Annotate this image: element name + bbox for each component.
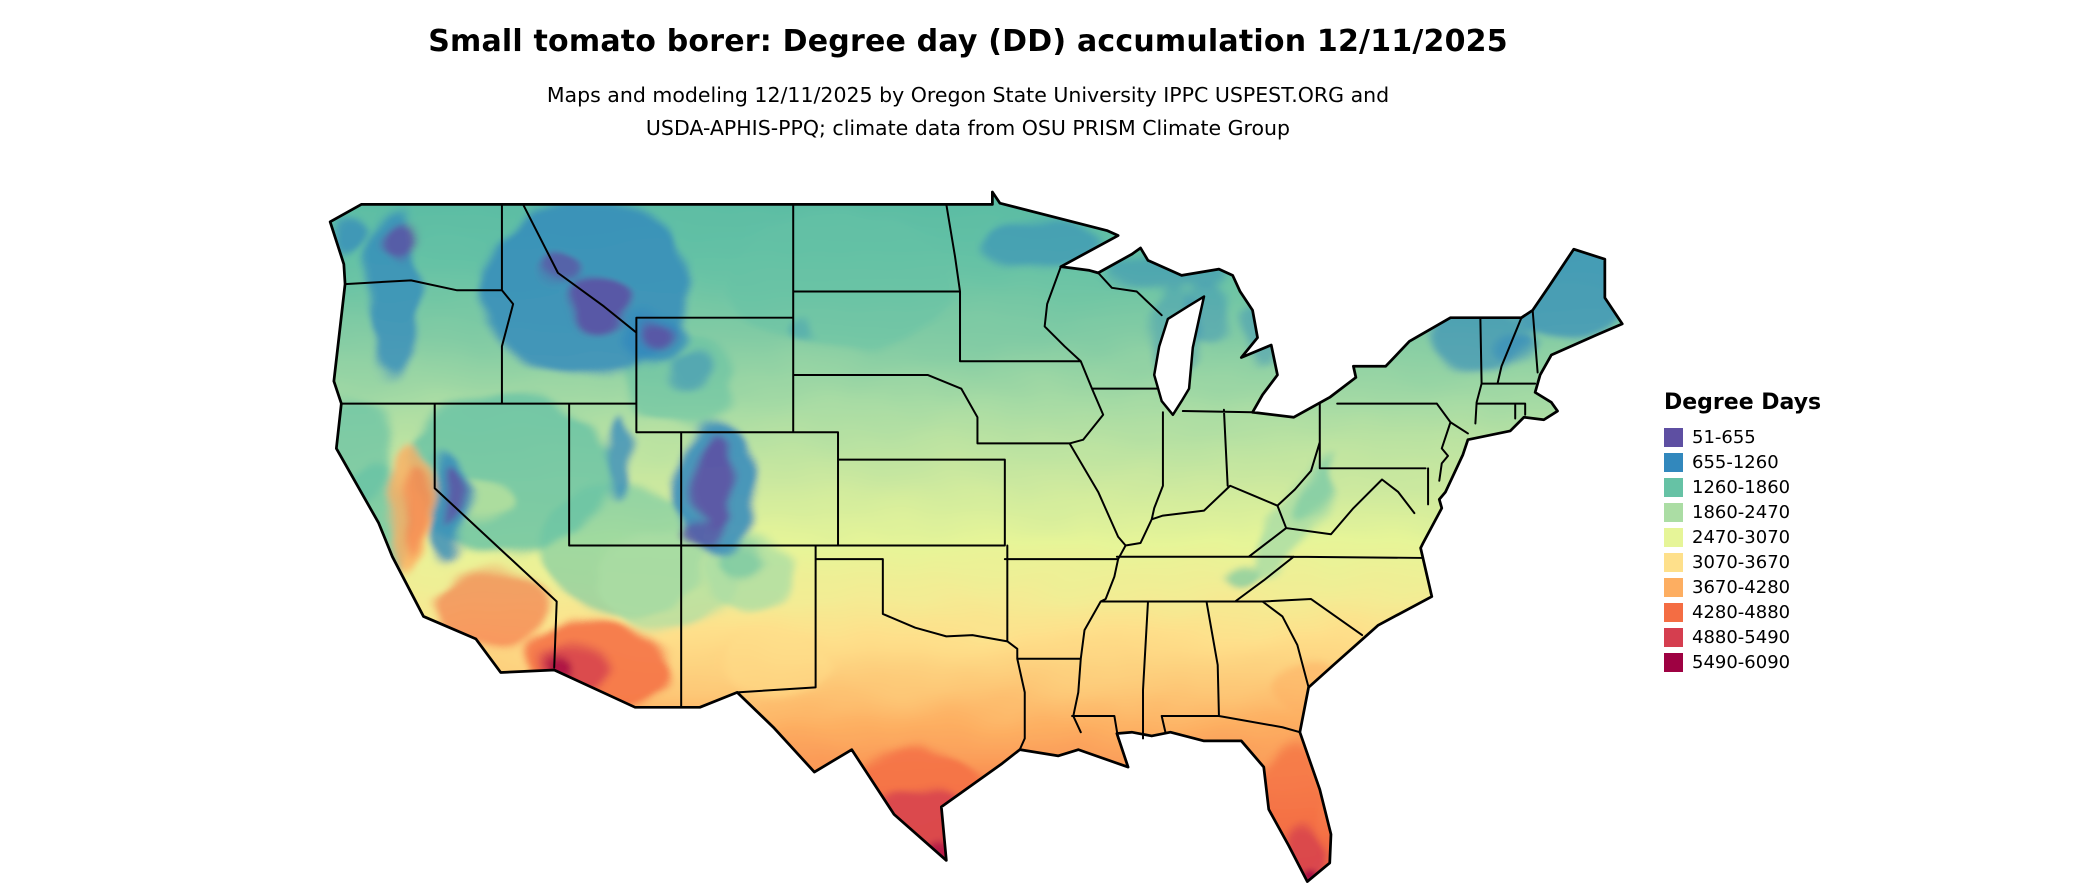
legend-swatch	[1664, 453, 1683, 472]
legend-swatch	[1664, 528, 1683, 547]
legend-row: 51-655	[1664, 425, 1884, 450]
legend-row: 4280-4880	[1664, 600, 1884, 625]
legend-label: 51-655	[1692, 426, 1756, 448]
raster-color-layer	[330, 191, 1623, 882]
legend-title: Degree Days	[1664, 390, 1822, 415]
state-borders	[340, 203, 1539, 751]
lake-michigan	[1152, 295, 1206, 417]
us-outline	[328, 190, 1624, 883]
legend-label: 4880-5490	[1692, 626, 1791, 648]
legend-label: 1260-1860	[1692, 476, 1791, 498]
legend-swatch	[1664, 503, 1683, 522]
page-title: Small tomato borer: Degree day (DD) accu…	[428, 24, 1508, 59]
legend-row: 655-1260	[1664, 450, 1884, 475]
legend-row: 2470-3070	[1664, 525, 1884, 550]
header: Small tomato borer: Degree day (DD) accu…	[0, 24, 1936, 145]
legend-label: 3670-4280	[1692, 576, 1791, 598]
legend-label: 2470-3070	[1692, 526, 1791, 548]
legend-label: 655-1260	[1692, 451, 1779, 473]
legend-swatch	[1664, 603, 1683, 622]
legend-row: 1860-2470	[1664, 500, 1884, 525]
legend-swatch	[1664, 578, 1683, 597]
us-degree-day-map	[300, 182, 1630, 892]
legend-label: 5490-6090	[1692, 651, 1791, 673]
subtitle-line-2: USDA-APHIS-PPQ; climate data from OSU PR…	[645, 115, 1291, 140]
legend-row: 5490-6090	[1664, 650, 1884, 675]
legend-swatch	[1664, 428, 1683, 447]
legend-row: 3070-3670	[1664, 550, 1884, 575]
legend-swatch	[1664, 478, 1683, 497]
subtitle-line-1: Maps and modeling 12/11/2025 by Oregon S…	[546, 83, 1390, 107]
legend-row: 4880-5490	[1664, 625, 1884, 650]
legend-label: 1860-2470	[1692, 501, 1791, 523]
subtitle: Maps and modeling 12/11/2025 by Oregon S…	[0, 79, 1936, 145]
legend-swatch	[1664, 628, 1683, 647]
us-map-svg	[328, 190, 1624, 883]
legend: Degree Days 51-655 655-1260 1260-1860 18…	[1664, 390, 1884, 675]
legend-label: 4280-4880	[1692, 601, 1791, 623]
legend-swatch	[1664, 553, 1683, 572]
legend-label: 3070-3670	[1692, 551, 1791, 573]
legend-swatch	[1664, 653, 1683, 672]
legend-row: 3670-4280	[1664, 575, 1884, 600]
legend-row: 1260-1860	[1664, 475, 1884, 500]
